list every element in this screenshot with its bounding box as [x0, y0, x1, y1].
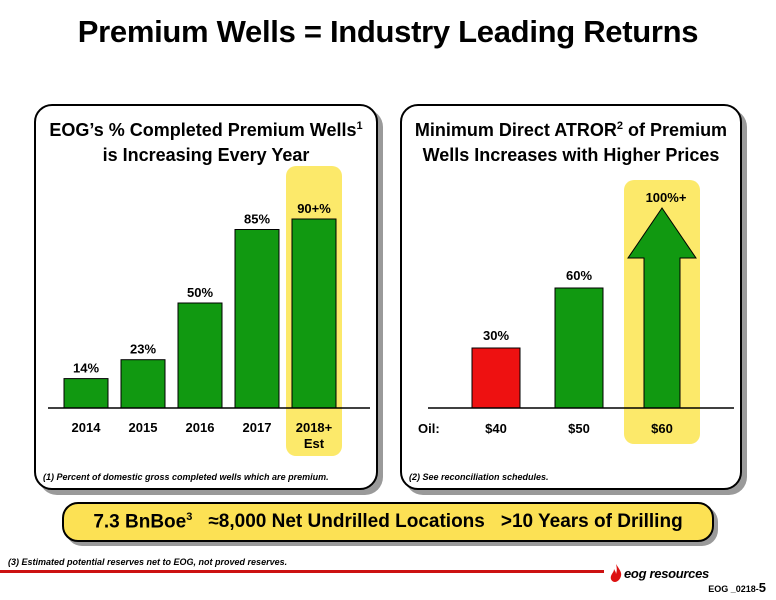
- category-label: 2018+: [296, 420, 333, 435]
- data-label: 85%: [244, 212, 270, 227]
- bar: [177, 302, 223, 409]
- category-label: 2015: [129, 420, 158, 435]
- category-label: 2014: [72, 420, 102, 435]
- bottom-footnote: (3) Estimated potential reserves net to …: [8, 557, 288, 567]
- data-label: 23%: [130, 342, 156, 357]
- category-label: $50: [568, 421, 590, 436]
- right-title-sup: 2: [616, 120, 624, 132]
- right-footnote: (2) See reconciliation schedules.: [409, 472, 549, 482]
- data-label: 14%: [73, 361, 99, 376]
- page-reference: EOG _0218-5: [708, 580, 766, 595]
- banner-reserves: 7.3 BnBoe3: [93, 510, 193, 533]
- left-title-sup: 1: [356, 120, 363, 132]
- right-title-line1b: of Premium: [623, 120, 728, 140]
- banner-years: >10 Years of Drilling: [500, 511, 683, 532]
- footer-divider: [0, 570, 604, 573]
- bar: [234, 229, 280, 409]
- bar: [471, 347, 521, 409]
- data-label: 90+%: [297, 201, 331, 216]
- eog-logo: eog resources: [608, 563, 709, 583]
- axis-prefix-label: Oil:: [418, 421, 440, 436]
- left-footnote: (1) Percent of domestic gross completed …: [43, 472, 329, 482]
- right-chart-title: Minimum Direct ATROR2 of Premium Wells I…: [402, 118, 740, 168]
- arrow-bar: [627, 207, 697, 409]
- atror-panel: Minimum Direct ATROR2 of Premium Wells I…: [400, 104, 742, 490]
- category-label: Est: [304, 436, 325, 451]
- data-label: 30%: [483, 328, 509, 343]
- left-chart-title: EOG’s % Completed Premium Wells1 is Incr…: [36, 118, 376, 168]
- category-label: $40: [485, 421, 507, 436]
- flame-icon: [610, 564, 622, 582]
- data-label: 100%+: [646, 190, 687, 205]
- bar: [63, 378, 109, 409]
- page-title: Premium Wells = Industry Leading Returns: [77, 14, 699, 49]
- premium-wells-panel: EOG’s % Completed Premium Wells1 is Incr…: [34, 104, 378, 490]
- data-label: 50%: [187, 285, 213, 300]
- right-title-line2: Wells Increases with Higher Prices: [422, 145, 720, 165]
- premium-wells-chart: 14% 2014 23% 2015 50% 2016 85% 2017 90+% 2018+Est: [48, 166, 370, 456]
- logo-wordmark: eog resources: [624, 565, 709, 581]
- bar: [291, 218, 337, 409]
- bar: [120, 359, 166, 409]
- data-label: 60%: [566, 268, 592, 283]
- banner-locations: ≈8,000 Net Undrilled Locations: [208, 511, 485, 532]
- right-title-line1a: Minimum Direct ATROR: [414, 120, 617, 140]
- left-title-line2: is Increasing Every Year: [102, 145, 310, 165]
- category-label: $60: [651, 421, 673, 436]
- category-label: 2016: [186, 420, 215, 435]
- category-label: 2017: [243, 420, 272, 435]
- left-title-line1: EOG’s % Completed Premium Wells: [49, 120, 357, 140]
- summary-banner: 7.3 BnBoe3 ≈8,000 Net Undrilled Location…: [62, 502, 714, 542]
- atror-chart: 30% $40 60% $50 100%+ $60 Oil:: [418, 180, 734, 444]
- bar: [554, 287, 604, 409]
